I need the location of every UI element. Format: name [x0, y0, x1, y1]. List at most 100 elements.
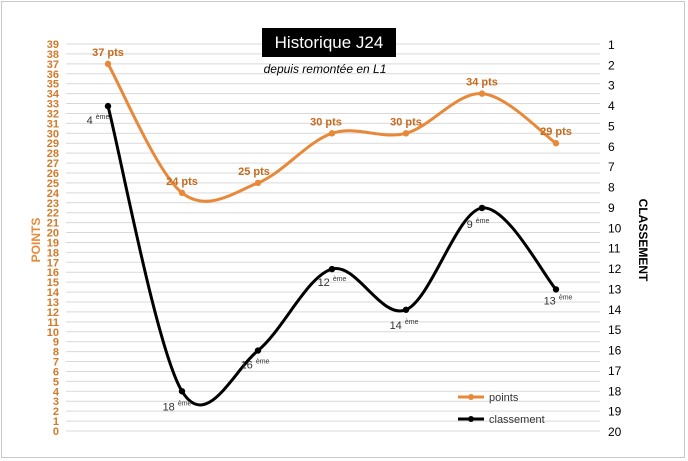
- left-tick-label: 17: [47, 257, 59, 269]
- left-tick-label: 13: [47, 297, 59, 309]
- right-tick-label: 17: [608, 364, 622, 378]
- right-tick-label: 2: [608, 58, 615, 72]
- right-tick-label: 4: [608, 99, 615, 113]
- left-tick-label: 1: [53, 416, 59, 428]
- points-data-label: 30 pts: [390, 116, 422, 128]
- data-point-classement: [402, 306, 410, 313]
- series-line-classement: [106, 104, 558, 407]
- left-tick-label: 25: [47, 178, 59, 190]
- left-tick-label: 35: [47, 79, 59, 91]
- left-tick-label: 22: [47, 208, 59, 220]
- left-tick-label: 10: [47, 327, 59, 339]
- legend-marker-classement: [468, 416, 474, 422]
- data-point-points: [104, 60, 112, 68]
- right-tick-label: 14: [608, 303, 622, 317]
- data-point-points: [178, 189, 186, 197]
- points-data-label: 25 pts: [238, 166, 270, 178]
- right-tick-label: 11: [608, 242, 621, 256]
- right-tick-label: 20: [608, 425, 622, 439]
- left-tick-label: 16: [47, 267, 59, 279]
- data-point-points: [402, 130, 410, 137]
- data-point-points: [478, 90, 486, 97]
- left-tick-label: 12: [47, 307, 59, 319]
- left-tick-label: 6: [53, 366, 59, 378]
- legend-label-classement: classement: [489, 414, 545, 426]
- left-tick-label: 11: [47, 317, 59, 329]
- right-tick-label: 6: [608, 140, 615, 154]
- left-tick-label: 24: [47, 188, 60, 200]
- left-tick-label: 39: [47, 39, 59, 51]
- data-point-points: [328, 130, 336, 137]
- legend-item-points: points: [458, 392, 519, 404]
- points-data-label: 24 pts: [166, 176, 198, 188]
- title-background: [262, 28, 396, 57]
- right-axis-title: CLASSEMENT: [636, 199, 650, 282]
- left-tick-label: 26: [47, 168, 59, 180]
- classement-data-label: 9 ème: [467, 218, 490, 231]
- right-tick-label: 7: [608, 160, 615, 174]
- left-tick-label: 9: [53, 337, 59, 349]
- data-point-classement: [254, 347, 262, 354]
- left-tick-label: 30: [47, 128, 59, 140]
- left-tick-label: 5: [53, 376, 59, 388]
- left-tick-label: 33: [47, 99, 59, 111]
- series: [104, 60, 560, 407]
- left-tick-label: 8: [53, 347, 59, 359]
- left-tick-label: 3: [53, 396, 59, 408]
- left-tick-label: 7: [53, 357, 59, 369]
- left-tick-label: 29: [47, 138, 59, 150]
- left-tick-label: 23: [47, 198, 59, 210]
- classement-data-label: 4 ème: [87, 114, 110, 127]
- left-tick-label: 19: [47, 237, 59, 249]
- left-tick-label: 34: [47, 89, 60, 101]
- data-point-classement: [178, 388, 186, 395]
- right-tick-label: 3: [608, 79, 615, 93]
- chart-title: Historique J24: [275, 33, 384, 52]
- chart-subtitle: depuis remontée en L1: [264, 62, 387, 76]
- left-tick-label: 18: [47, 247, 59, 259]
- data-point-classement: [552, 286, 560, 293]
- right-tick-label: 15: [608, 323, 622, 337]
- classement-data-label: 18 ème: [163, 400, 192, 413]
- left-tick-label: 15: [47, 277, 59, 289]
- classement-data-label: 13 ème: [544, 294, 573, 307]
- legend-label-points: points: [489, 392, 519, 404]
- right-tick-label: 16: [608, 344, 622, 358]
- right-tick-label: 13: [608, 282, 622, 296]
- right-tick-label: 18: [608, 384, 622, 398]
- left-tick-label: 0: [53, 426, 59, 438]
- classement-data-label: 12 ème: [318, 276, 347, 289]
- data-point-classement: [478, 204, 486, 212]
- right-tick-label: 9: [608, 201, 615, 215]
- left-tick-label: 37: [47, 59, 59, 71]
- data-labels: 37 pts 24 pts 25 pts 30 pts 30 pts 34 pts 29 p…: [87, 47, 573, 413]
- legend-marker-points: [468, 394, 474, 400]
- gridlines: [66, 43, 600, 432]
- right-tick-label: 12: [608, 262, 622, 276]
- right-tick-label: 10: [608, 221, 622, 235]
- left-tick-label: 38: [47, 49, 59, 61]
- data-point-classement: [104, 102, 112, 110]
- left-tick-label: 20: [47, 228, 59, 240]
- right-tick-label: 19: [608, 405, 622, 419]
- legend-item-classement: classement: [458, 414, 545, 426]
- left-axis-title: POINTS: [29, 218, 43, 263]
- points-data-label: 34 pts: [466, 77, 498, 89]
- left-axis-ticks: 0123456789101112131415161718192021222324…: [47, 39, 60, 438]
- data-point-points: [254, 179, 262, 187]
- left-tick-label: 31: [47, 118, 59, 130]
- legend: points classement: [458, 392, 545, 426]
- left-tick-label: 27: [47, 158, 59, 170]
- right-tick-label: 1: [608, 38, 615, 52]
- left-tick-label: 36: [47, 69, 59, 81]
- data-point-points: [552, 140, 560, 147]
- chart-title-box: Historique J24: [262, 28, 396, 57]
- left-tick-label: 28: [47, 148, 59, 160]
- left-tick-label: 32: [47, 108, 59, 120]
- points-data-label: 30 pts: [310, 116, 342, 128]
- points-data-label: 37 pts: [92, 47, 124, 59]
- left-tick-label: 14: [47, 287, 60, 299]
- points-data-label: 29 pts: [540, 126, 572, 138]
